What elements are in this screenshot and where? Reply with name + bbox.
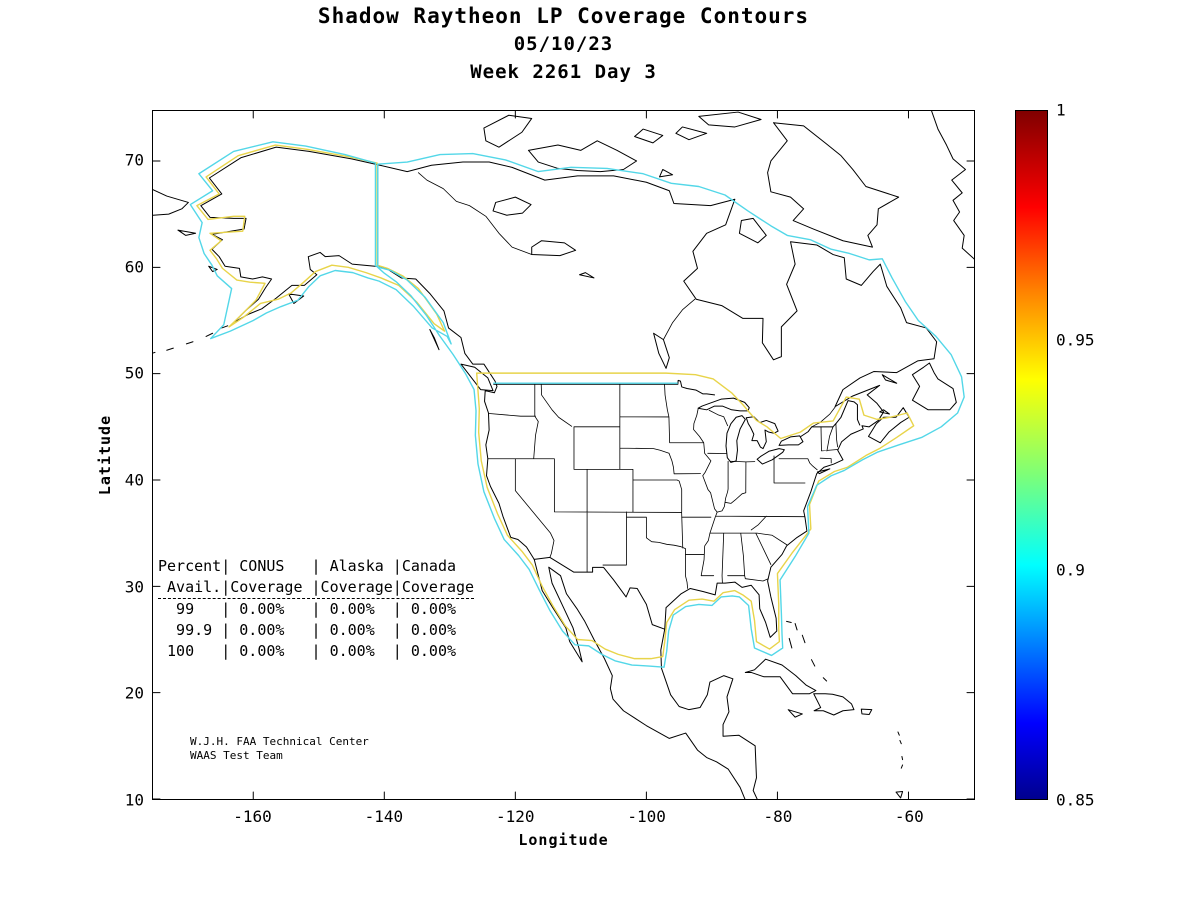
figure-title: Shadow Raytheon LP Coverage Contours 05/… <box>152 2 975 86</box>
stats-header-line: Percent| CONUS | Alaska |Canada <box>158 557 457 575</box>
y-tick-label: 60 <box>124 257 144 277</box>
contour-level-090 <box>190 142 964 667</box>
x-tick-label: -120 <box>495 807 535 826</box>
stats-row: 99.9 | 0.00% | 0.00% | 0.00% <box>158 621 457 639</box>
map-svg <box>153 111 974 799</box>
x-tick-label: -80 <box>763 807 793 826</box>
contour-level-095 <box>197 145 914 659</box>
colorbar-tick-label: 0.95 <box>1056 330 1095 350</box>
stats-row: 100 | 0.00% | 0.00% | 0.00% <box>158 642 457 660</box>
title-line-3: Week 2261 Day 3 <box>470 61 657 83</box>
title-line-2: 05/10/23 <box>513 33 614 55</box>
stats-row: 99 | 0.00% | 0.00% | 0.00% <box>158 600 457 618</box>
rivers <box>418 173 835 427</box>
y-tick-label: 50 <box>124 363 144 383</box>
colorbar-tick-label: 0.85 <box>1056 790 1095 810</box>
north-america-coastline <box>201 147 937 799</box>
y-tick-label: 70 <box>124 150 144 170</box>
colorbar <box>1015 110 1048 800</box>
x-tick-label: -60 <box>894 807 924 826</box>
colorbar-tick-label: 0.9 <box>1056 560 1085 580</box>
colorbar-tick-label: 1 <box>1056 100 1066 120</box>
x-tick-label: -140 <box>364 807 404 826</box>
y-tick-label: 40 <box>124 470 144 490</box>
x-tick-label: -160 <box>233 807 272 826</box>
x-tick-label: -100 <box>627 807 666 826</box>
y-tick-label: 10 <box>124 790 144 810</box>
credit-text: W.J.H. FAA Technical Center WAAS Test Te… <box>190 735 369 763</box>
credit-line-2: WAAS Test Team <box>190 749 283 762</box>
credit-line-1: W.J.H. FAA Technical Center <box>190 735 369 748</box>
x-axis-label: Longitude <box>518 831 609 849</box>
plot-area <box>152 110 975 800</box>
state-borders <box>488 384 838 588</box>
lakes-outlines <box>493 197 803 464</box>
islands-coastlines <box>153 111 974 798</box>
title-line-1: Shadow Raytheon LP Coverage Contours <box>317 4 810 28</box>
stats-header-line: Avail.|Coverage |Coverage|Coverage <box>158 577 475 599</box>
y-tick-label: 30 <box>124 577 144 597</box>
y-tick-label: 20 <box>124 683 144 703</box>
coverage-stats-table: Percent| CONUS | Alaska |Canada Avail.|C… <box>158 556 475 662</box>
